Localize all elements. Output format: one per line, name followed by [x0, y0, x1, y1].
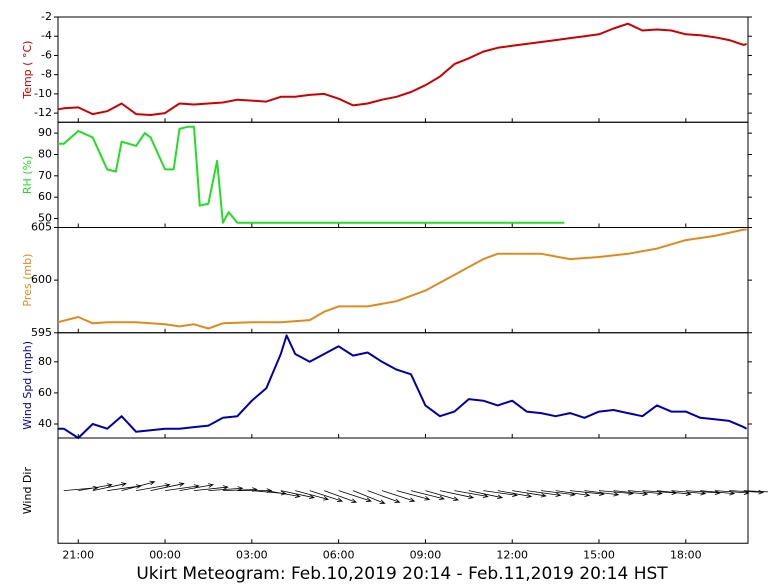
wind-arrow	[584, 490, 620, 497]
panel-frame	[57, 121, 749, 228]
y-tick-label: -2	[41, 10, 52, 23]
wind-arrow	[425, 490, 460, 501]
wind-arrow	[468, 490, 504, 500]
wind-arrow	[352, 490, 386, 504]
wind-arrow	[295, 490, 330, 501]
data-line	[58, 125, 565, 224]
wind-arrow	[381, 490, 416, 502]
x-tick-label: 00:00	[149, 548, 181, 561]
wind-arrow	[526, 490, 562, 498]
wind-arrow	[439, 490, 475, 500]
panel-frame	[57, 227, 749, 334]
wind-arrow	[136, 483, 171, 492]
y-tick-label: 80	[38, 147, 52, 160]
wind-arrow	[656, 490, 692, 497]
y-axis-label: RH (%)	[21, 156, 34, 194]
x-tick-label: 06:00	[323, 548, 355, 561]
wind-arrow	[410, 490, 445, 501]
y-tick-label: 80	[38, 355, 52, 368]
x-tick-label: 12:00	[496, 548, 528, 561]
wind-arrow	[164, 484, 200, 492]
y-axis-label: Pres (mb)	[21, 254, 34, 307]
panel-frame	[57, 16, 749, 123]
wind-arrow	[266, 490, 301, 499]
y-tick-label: 595	[31, 326, 52, 339]
y-tick-label: 60	[38, 386, 52, 399]
y-tick-label: -4	[41, 29, 52, 42]
wind-arrow	[92, 482, 127, 492]
data-line	[57, 228, 747, 330]
y-tick-label: 90	[38, 126, 52, 139]
x-tick-label: 09:00	[410, 548, 442, 561]
y-tick-label: 70	[38, 169, 52, 182]
wind-arrow	[179, 483, 215, 492]
wind-arrow	[396, 490, 431, 501]
panel-frame	[57, 332, 749, 439]
wind-arrow	[78, 483, 113, 492]
wind-arrow	[280, 490, 316, 500]
x-tick-label: 21:00	[62, 548, 94, 561]
y-tick-label: 605	[31, 221, 52, 234]
wind-arrow	[613, 490, 649, 497]
wind-arrow	[512, 490, 547, 498]
wind-arrow	[367, 490, 401, 503]
x-tick-label: 18:00	[670, 548, 702, 561]
y-axis-label: Wind Spd (mph)	[21, 341, 34, 430]
y-tick-label: -10	[34, 87, 52, 100]
x-tick-label: 15:00	[583, 548, 615, 561]
wind-arrow	[324, 490, 358, 503]
data-line	[58, 334, 748, 439]
y-tick-label: 50	[38, 212, 52, 225]
wind-arrow	[338, 490, 372, 502]
wind-arrow	[743, 490, 768, 493]
y-tick-label: -6	[41, 48, 52, 61]
wind-arrow	[729, 489, 765, 495]
chart-title: Ukirt Meteogram: Feb.10,2019 20:14 - Feb…	[136, 564, 668, 584]
y-tick-label: -12	[34, 106, 52, 119]
y-tick-label: -8	[41, 68, 52, 81]
y-axis-label: Temp ( °C)	[21, 41, 34, 100]
wind-arrow	[193, 485, 229, 492]
wind-arrow	[454, 490, 489, 499]
y-tick-label: 600	[31, 273, 52, 286]
wind-arrow	[685, 490, 721, 495]
wind-arrow	[483, 490, 518, 498]
wind-arrow	[121, 480, 156, 492]
wind-arrow	[309, 490, 344, 502]
y-axis-label: Wind Dir	[21, 467, 34, 515]
wind-arrow	[150, 482, 185, 492]
data-line	[57, 22, 747, 116]
wind-arrow	[497, 490, 533, 499]
y-tick-label: 60	[38, 190, 52, 203]
x-tick-label: 03:00	[236, 548, 268, 561]
wind-arrow	[555, 490, 591, 498]
y-tick-label: 40	[38, 417, 52, 430]
